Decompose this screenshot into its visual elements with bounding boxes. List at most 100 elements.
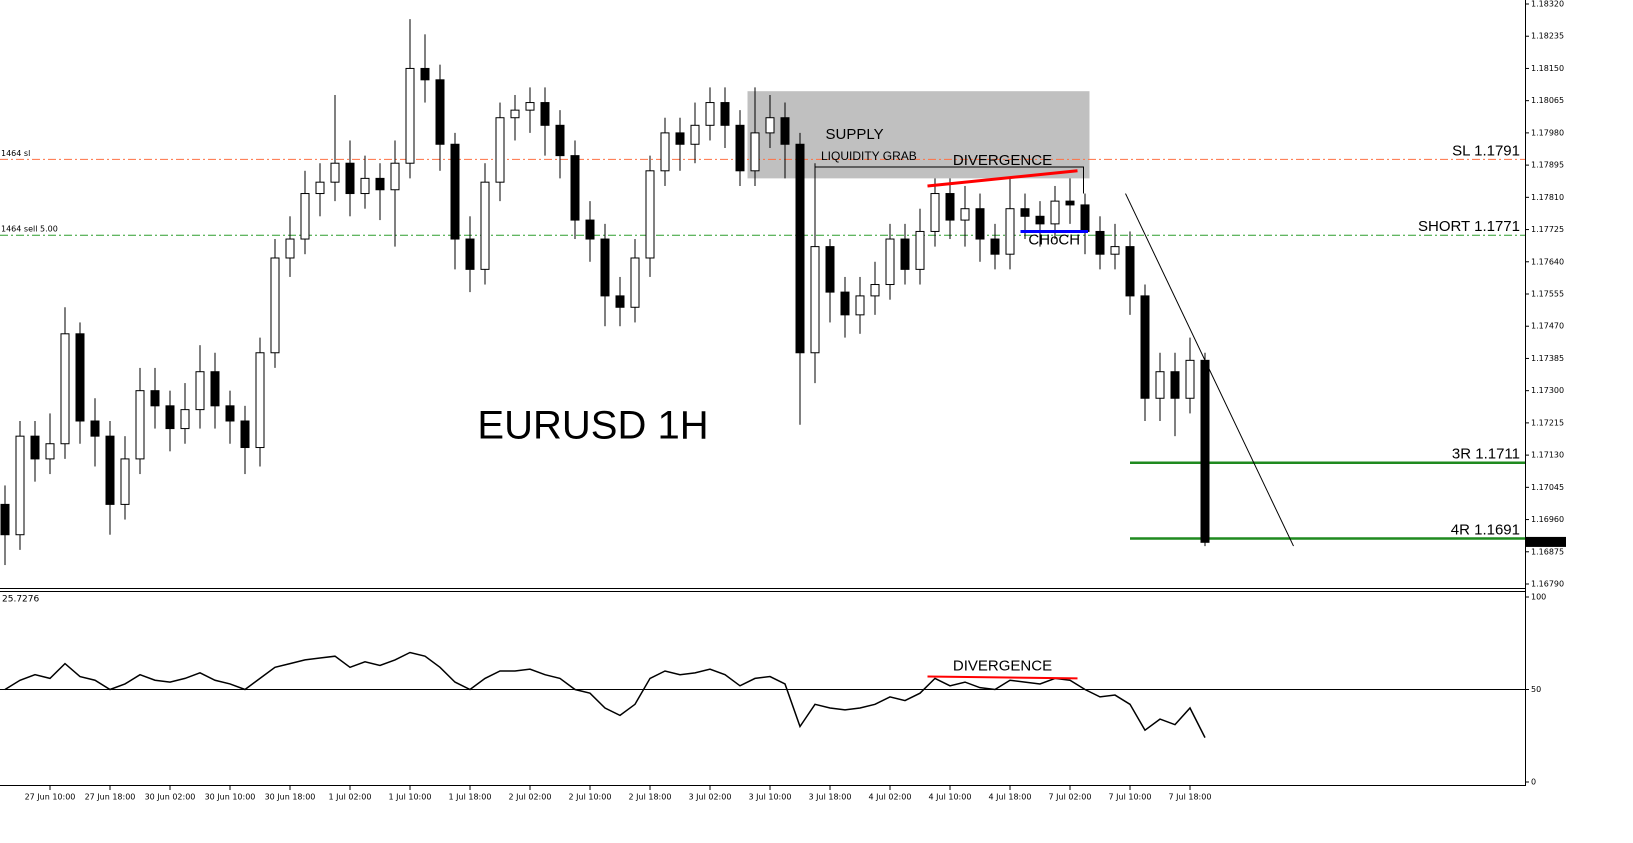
candle-body [270, 257, 280, 354]
annotation-label: LIQUIDITY GRAB [821, 149, 917, 163]
candle-body [1080, 204, 1090, 232]
x-tick-label: 3 Jul 10:00 [749, 793, 792, 802]
x-tick-label: 30 Jun 02:00 [145, 793, 196, 802]
y-tick-label: 100 [1531, 593, 1546, 602]
candle-body [735, 124, 745, 172]
candle-body [750, 132, 760, 172]
candle-body [135, 390, 145, 460]
candle-body [660, 132, 670, 172]
annotation-line [1125, 193, 1294, 547]
candle-body [165, 405, 175, 430]
candle-body [0, 503, 10, 536]
candle-body [285, 238, 295, 259]
rsi-line [4, 651, 1206, 738]
level-tag: 1464 sl [1, 149, 30, 158]
candle-body [960, 208, 970, 221]
x-tick-label: 1 Jul 18:00 [449, 793, 492, 802]
candle-body [255, 352, 265, 449]
candle-body [945, 193, 955, 221]
candle-body [510, 109, 520, 119]
candle-body [795, 143, 805, 354]
y-tick-label: 1.17725 [1531, 225, 1564, 234]
y-tick-label: 1.17470 [1531, 322, 1564, 331]
x-tick-label: 2 Jul 18:00 [629, 793, 672, 802]
candle-body [75, 333, 85, 422]
y-tick-label: 1.18235 [1531, 32, 1564, 41]
y-tick-label: 0 [1531, 778, 1536, 787]
candle-body [420, 67, 430, 81]
candle-body [900, 238, 910, 270]
candle-body [915, 230, 925, 270]
level-label: SL 1.1791 [1452, 142, 1520, 159]
candle-body [1185, 359, 1195, 399]
candle-body [405, 67, 415, 164]
candle-body [705, 102, 715, 126]
candle-body [840, 291, 850, 316]
candle-body [210, 371, 220, 407]
candle-body [375, 177, 385, 191]
candle-body [90, 420, 100, 437]
y-tick-label: 1.17130 [1531, 451, 1564, 460]
annotation-line [927, 169, 1078, 188]
candle-body [1095, 230, 1105, 255]
candle-body [885, 238, 895, 286]
candle-body [990, 238, 1000, 255]
candle-body [345, 162, 355, 195]
candle-body [1140, 295, 1150, 399]
candle-body [525, 102, 535, 111]
price-tag-label: 1.16901 [1529, 537, 1562, 546]
x-tick-label: 7 Jul 18:00 [1169, 793, 1212, 802]
candle-body [45, 443, 55, 460]
annotation-label: DIVERGENCE [953, 658, 1052, 675]
candle-body [180, 409, 190, 430]
candle-body [810, 246, 820, 354]
supply-zone [747, 91, 1090, 179]
candle-body [870, 284, 880, 297]
candle-body [330, 162, 340, 183]
candle-body [360, 177, 370, 195]
chart-title: EURUSD 1H [477, 404, 708, 448]
candle-body [480, 181, 490, 270]
y-tick-label: 1.17045 [1531, 483, 1564, 492]
x-tick-label: 3 Jul 02:00 [689, 793, 732, 802]
rsi-readout: 25.7276 [2, 595, 39, 605]
x-tick-label: 4 Jul 10:00 [929, 793, 972, 802]
y-tick-label: 1.17385 [1531, 354, 1564, 363]
candle-body [1110, 246, 1120, 255]
candle-body [720, 102, 730, 126]
y-tick-label: 1.17215 [1531, 418, 1564, 427]
y-tick-label: 1.16960 [1531, 515, 1564, 524]
candle-body [1170, 371, 1180, 399]
candle-body [120, 458, 130, 505]
candle-body [780, 117, 790, 145]
x-tick-label: 4 Jul 02:00 [869, 793, 912, 802]
candle-body [1005, 208, 1015, 255]
x-tick-label: 30 Jun 10:00 [205, 793, 256, 802]
candle-body [1125, 246, 1135, 297]
y-tick-label: 1.18320 [1531, 0, 1564, 9]
level-label: 4R 1.1691 [1451, 521, 1520, 538]
candle-body [570, 155, 580, 221]
candle-body [435, 79, 445, 145]
candle-body [615, 295, 625, 308]
candle-body [60, 333, 70, 445]
x-tick-label: 7 Jul 02:00 [1049, 793, 1092, 802]
x-tick-label: 27 Jun 10:00 [25, 793, 76, 802]
candle-body [240, 420, 250, 449]
y-tick-label: 1.18150 [1531, 64, 1564, 73]
candle-body [195, 371, 205, 411]
candle-body [15, 435, 25, 536]
candle-body [300, 193, 310, 240]
y-tick-label: 1.16875 [1531, 547, 1564, 556]
annotation-line [814, 166, 1085, 240]
candle-body [600, 238, 610, 297]
price-tag [1526, 536, 1566, 547]
candle-body [465, 238, 475, 270]
y-tick-label: 1.17300 [1531, 386, 1564, 395]
annotation-label: DIVERGENCE [953, 152, 1052, 169]
candle-body [1035, 215, 1045, 225]
x-tick-label: 3 Jul 18:00 [809, 793, 852, 802]
candle-body [975, 208, 985, 240]
x-tick-label: 4 Jul 18:00 [989, 793, 1032, 802]
level-tag: 1464 sell 5.00 [1, 225, 58, 234]
